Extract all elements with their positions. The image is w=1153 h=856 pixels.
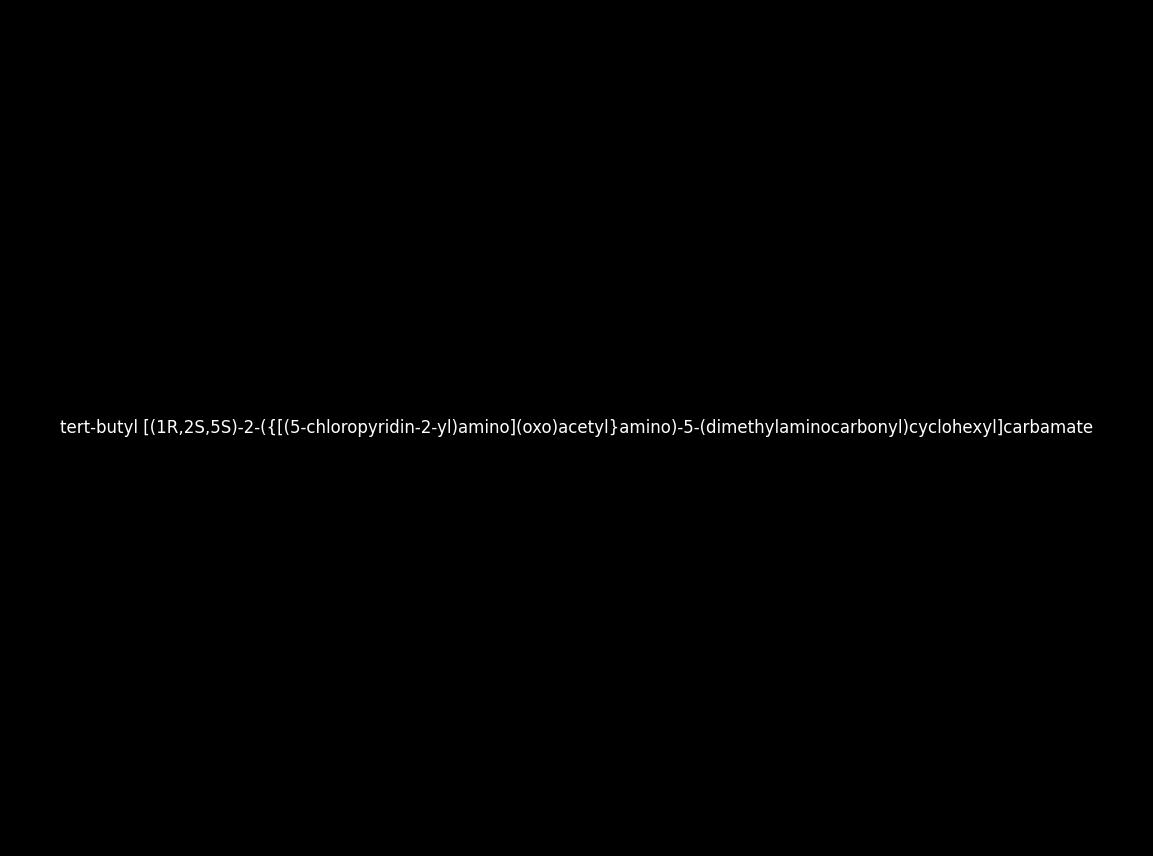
Text: tert-butyl [(1R,2S,5S)-2-({[(5-chloropyridin-2-yl)amino](oxo)acetyl}amino)-5-(di: tert-butyl [(1R,2S,5S)-2-({[(5-chloropyr… bbox=[60, 419, 1093, 437]
